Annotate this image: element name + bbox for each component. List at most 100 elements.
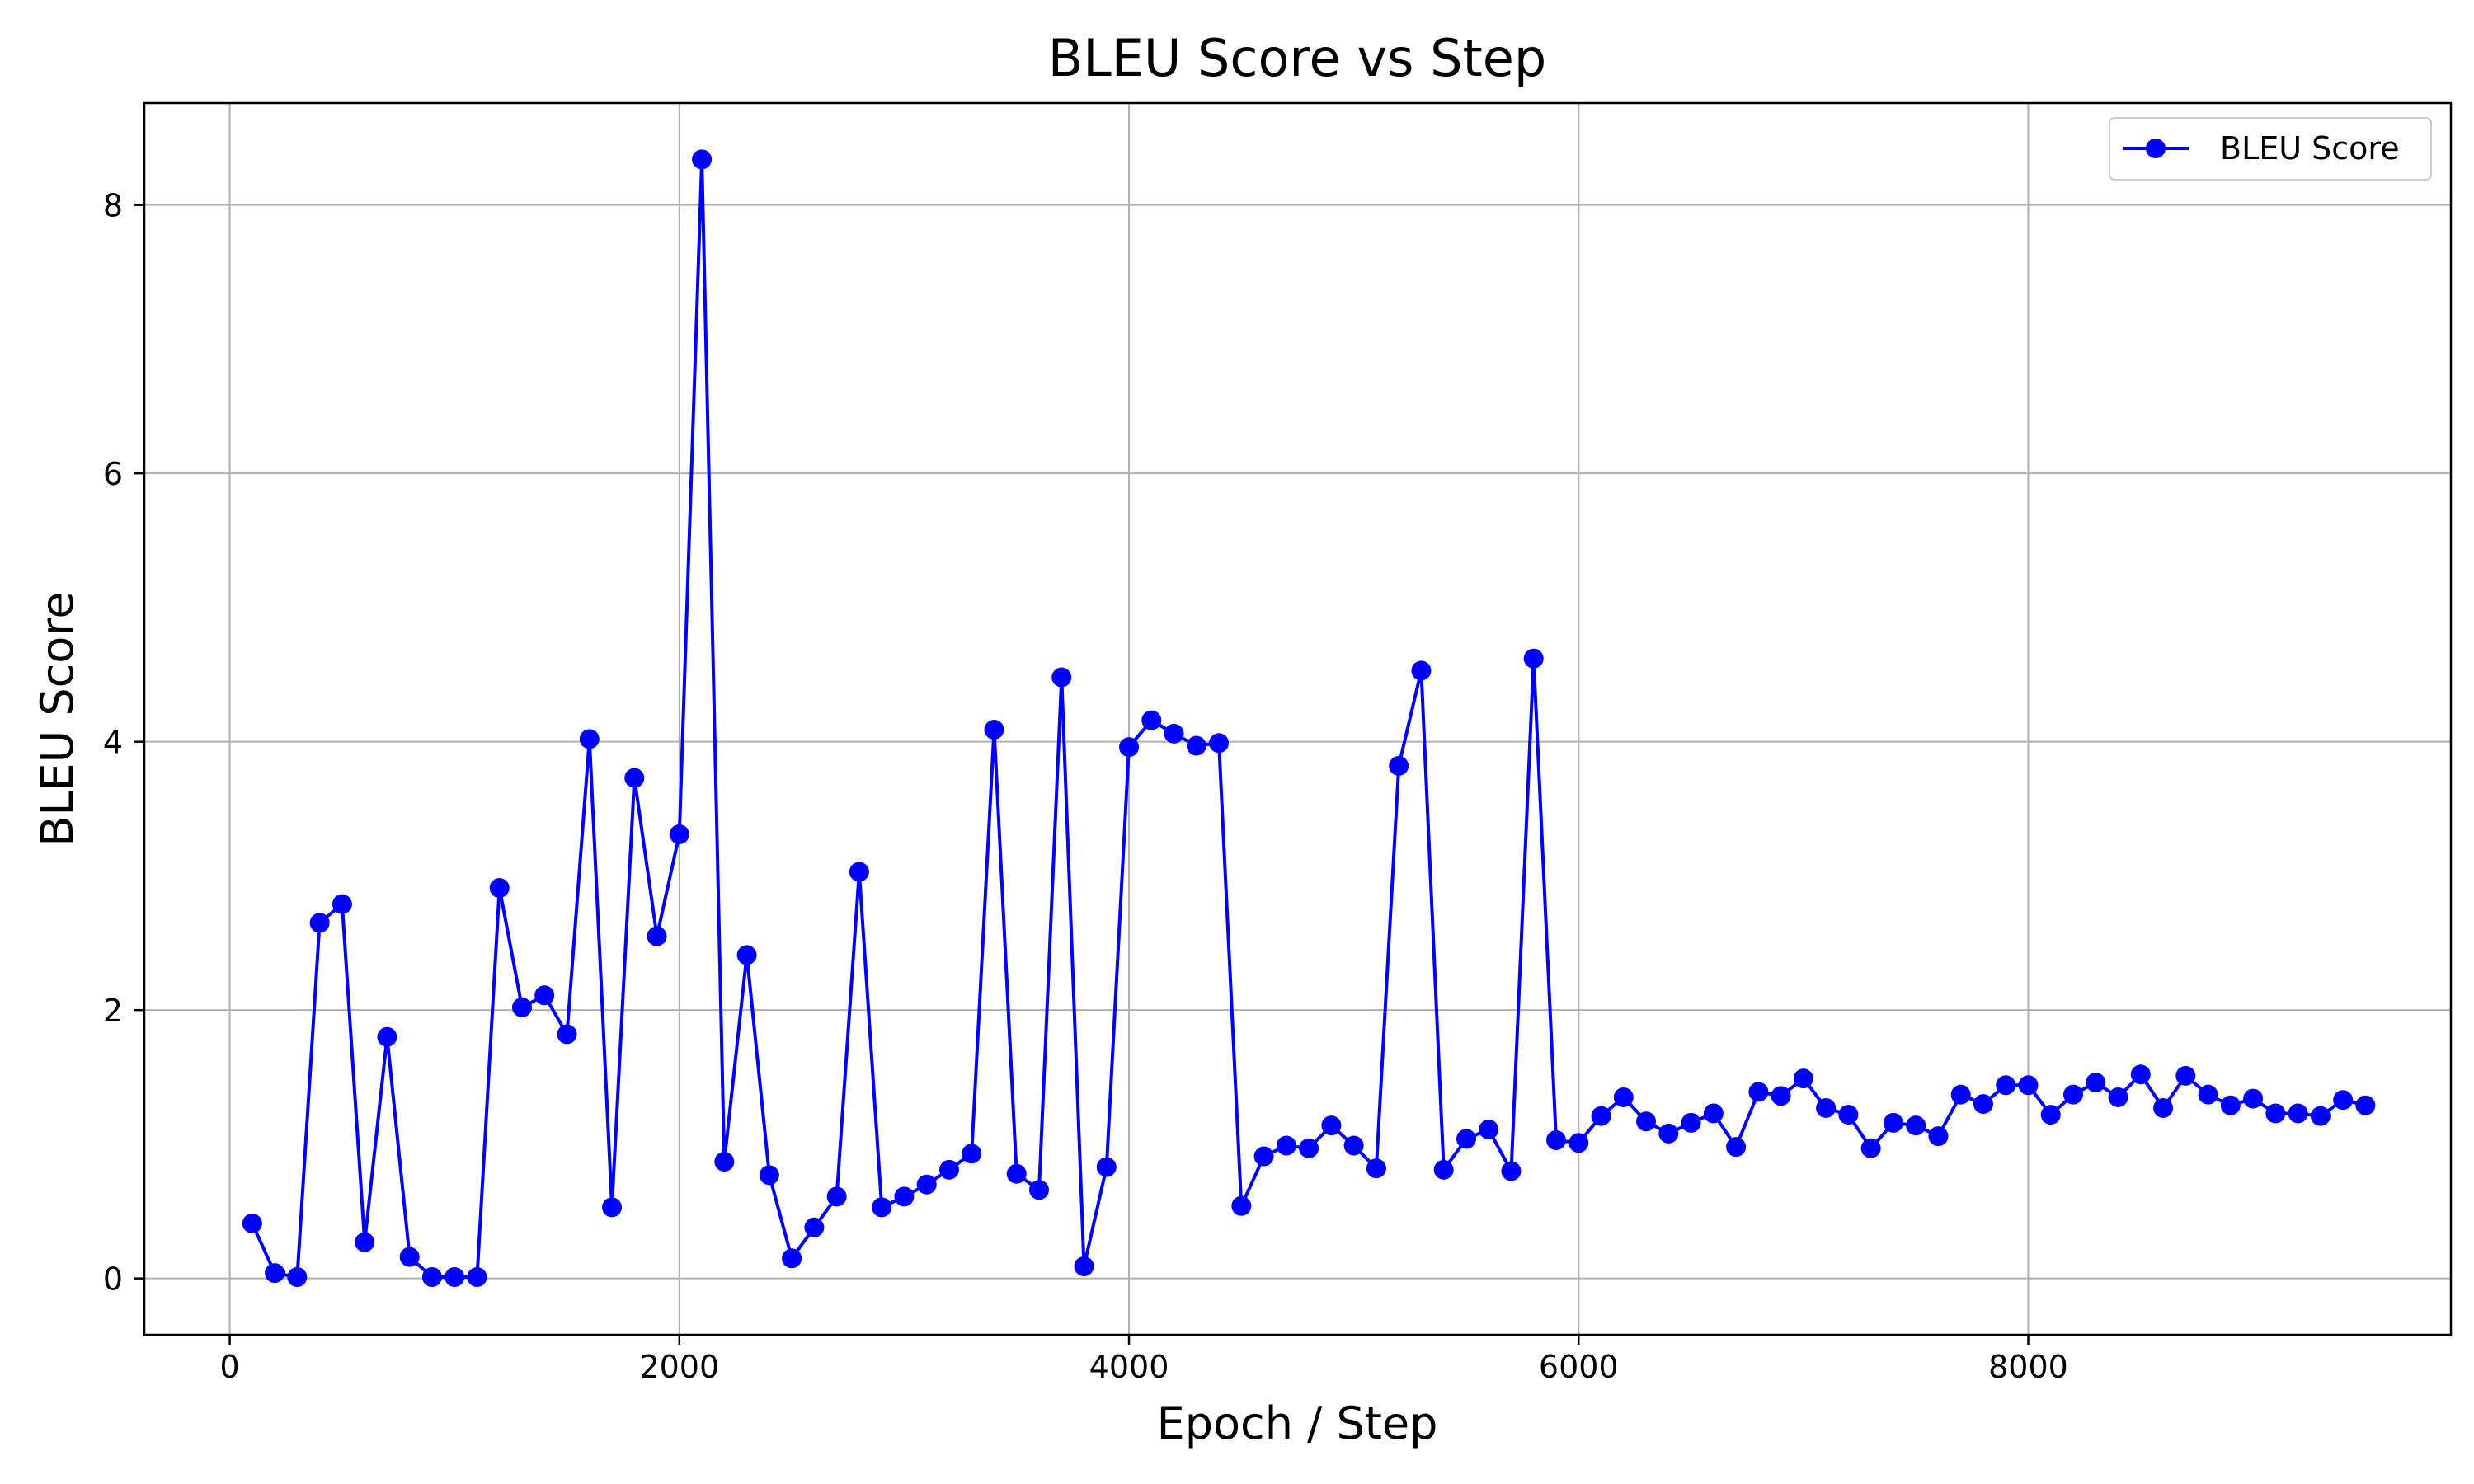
data-point [669,824,689,844]
data-point [624,768,645,788]
x-tick-label: 4000 [1089,1349,1169,1385]
data-point [2265,1103,2286,1124]
data-point [962,1144,982,1164]
data-point [399,1247,420,1267]
x-tick-label: 0 [219,1349,239,1385]
data-point [265,1263,285,1284]
y-tick-label: 8 [103,188,123,224]
data-point [1569,1133,1589,1153]
data-point [1299,1138,1319,1158]
data-point [714,1152,735,1172]
data-point [759,1165,779,1186]
data-point [1074,1256,1094,1276]
data-point [1209,733,1230,754]
x-tick-label: 6000 [1539,1349,1619,1385]
data-point [579,729,600,749]
data-point [1816,1097,1837,1118]
data-point [826,1186,847,1207]
data-point [355,1232,375,1252]
x-tick-label: 8000 [1988,1349,2068,1385]
data-point [1906,1115,1926,1136]
y-tick-label: 6 [103,456,123,492]
data-point [377,1026,397,1047]
data-point [1479,1120,1499,1139]
data-point [2086,1073,2106,1093]
data-point [1636,1111,1657,1132]
legend-label: BLEU Score [2220,130,2400,167]
x-axis-label: Epoch / Step [1157,1397,1438,1449]
data-point [1658,1123,1679,1144]
data-point [1456,1129,1476,1149]
data-point [534,985,555,1006]
data-point [1546,1130,1567,1151]
data-point [2018,1075,2039,1096]
data-point [489,878,510,899]
data-point [1141,710,1162,730]
data-point [1591,1106,1611,1126]
data-point [1186,735,1206,756]
data-point [1411,660,1432,681]
data-point [1119,737,1140,758]
data-point [602,1197,623,1218]
grid [144,103,2451,1335]
data-point [2243,1088,2264,1109]
data-point [2310,1106,2331,1126]
data-point [2355,1095,2376,1115]
data-point [2198,1084,2218,1105]
data-point [2153,1097,2174,1118]
data-point [849,862,869,882]
data-point [1613,1087,1634,1107]
data-point [557,1024,577,1045]
data-point [1051,667,1072,688]
data-point [1366,1158,1386,1179]
data-point [444,1267,465,1288]
data-point [872,1197,892,1218]
chart-title: BLEU Score vs Step [1048,28,1547,88]
data-point [782,1248,802,1269]
legend: BLEU Score [2109,117,2432,181]
data-point [1276,1135,1296,1156]
data-point [1501,1161,1522,1181]
data-point [1996,1075,2016,1096]
legend-marker-sample [2146,139,2166,158]
data-point [1321,1115,1342,1136]
data-point [287,1267,308,1288]
data-point [692,149,713,170]
data-point [1748,1082,1769,1102]
data-point [1793,1068,1813,1089]
data-point [1231,1195,1252,1216]
data-point [1726,1137,1747,1158]
data-point [1883,1112,1903,1133]
ticks: 0 2000 4000 6000 8000 0 2 4 6 8 [103,188,2068,1385]
data-point [1928,1126,1949,1147]
data-point [2288,1103,2308,1124]
data-point [1253,1146,1274,1167]
data-point [1343,1135,1364,1156]
data-point [2175,1065,2196,1086]
y-tick-label: 2 [103,993,123,1029]
data-point [1523,648,1544,669]
data-point [1389,755,1409,776]
data-point [1681,1112,1701,1133]
data-point [332,894,352,914]
data-point [938,1159,959,1180]
legend-box [2109,117,2432,181]
data-point [2063,1084,2084,1105]
data-point [894,1186,915,1207]
plot-area-frame [143,101,2453,1336]
data-point [309,913,330,933]
data-point [984,720,1004,740]
data-point [1950,1084,1971,1105]
x-tick-label: 2000 [639,1349,719,1385]
data-point [2220,1095,2241,1115]
data-point [1838,1105,1859,1125]
data-point [511,997,532,1017]
series-layer [242,149,2376,1288]
data-point [647,926,667,946]
data-point [2333,1090,2354,1111]
data-point [2040,1105,2061,1125]
data-point [421,1267,442,1288]
data-point [1006,1163,1027,1184]
data-point [1771,1086,1791,1106]
